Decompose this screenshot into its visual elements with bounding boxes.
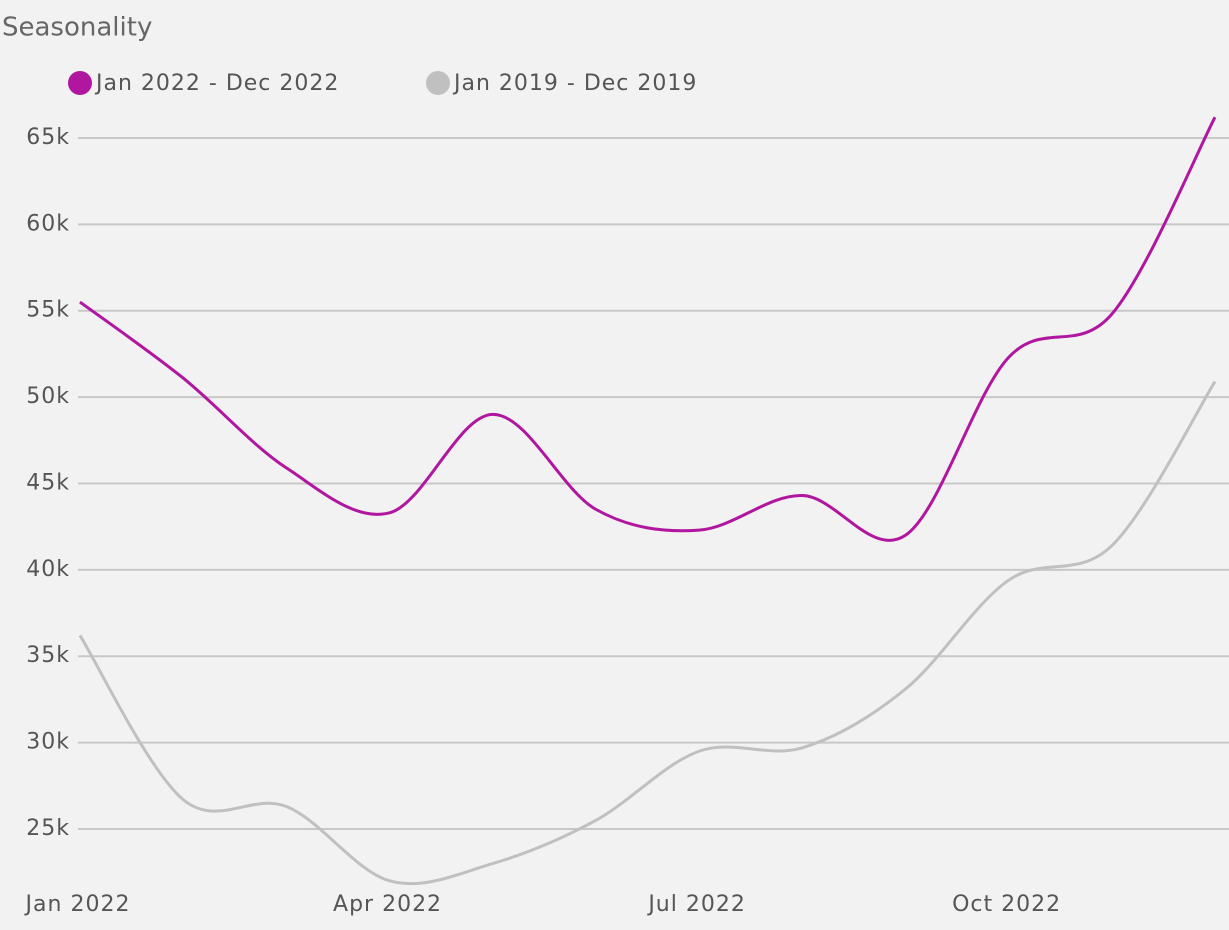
x-tick-label: Jul 2022: [646, 892, 746, 917]
legend-marker: [68, 71, 92, 95]
y-tick-label: 65k: [26, 125, 70, 150]
legend-label: Jan 2022 - Dec 2022: [94, 71, 339, 96]
series-line: [79, 116, 1217, 542]
y-tick-label: 55k: [26, 298, 70, 323]
y-tick-label: 45k: [26, 470, 70, 495]
y-tick-label: 35k: [26, 643, 70, 668]
x-tick-label: Oct 2022: [952, 892, 1061, 917]
legend-marker: [426, 71, 450, 95]
legend-label: Jan 2019 - Dec 2019: [452, 71, 697, 96]
y-tick-label: 30k: [26, 730, 70, 755]
chart-title: Seasonality: [2, 13, 152, 43]
y-tick-label: 40k: [26, 557, 70, 582]
x-tick-label: Jan 2022: [24, 892, 131, 917]
series-line: [78, 380, 1217, 886]
y-tick-label: 60k: [26, 211, 70, 236]
y-tick-label: 50k: [26, 384, 70, 409]
x-tick-label: Apr 2022: [333, 892, 442, 917]
y-tick-label: 25k: [26, 816, 70, 841]
